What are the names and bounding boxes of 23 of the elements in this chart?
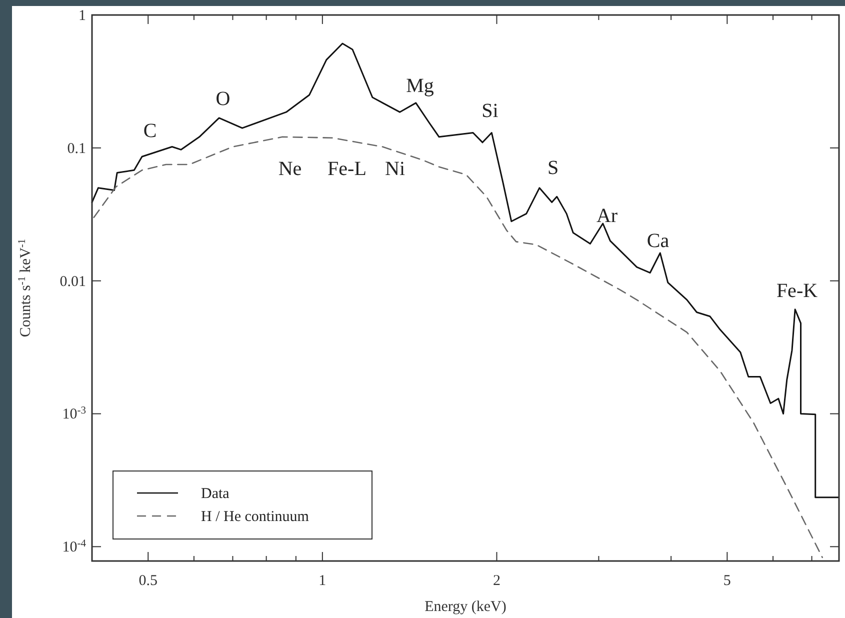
- legend-label: Data: [201, 486, 230, 502]
- x-axis-title: Energy (keV): [424, 599, 506, 615]
- annotation: Ar: [596, 205, 618, 227]
- y-tick-label: 10$^{-4}$: [62, 538, 87, 556]
- x-tick-label: 2: [492, 573, 500, 589]
- x-tick-label: 5: [723, 573, 731, 589]
- y-tick-label: 10$^{-3}$: [62, 405, 86, 423]
- x-tick-label: 1: [318, 573, 326, 589]
- annotation: S: [547, 157, 559, 179]
- annotation: Ne: [278, 158, 302, 180]
- annotation: Fe-L: [328, 158, 366, 180]
- annotation: Mg: [406, 75, 434, 97]
- annotation: Ni: [385, 158, 406, 180]
- x-tick-label: 0.5: [138, 573, 158, 589]
- y-tick-label: 0.1: [67, 140, 86, 157]
- annotation: O: [216, 88, 230, 110]
- y-tick-label: 1: [78, 8, 86, 24]
- annotation: Fe-K: [776, 280, 818, 302]
- annotation: Si: [482, 100, 499, 122]
- y-tick-label: 0.01: [60, 274, 86, 290]
- annotation: Ca: [646, 230, 670, 252]
- annotation: C: [143, 120, 157, 142]
- legend-label: H / He continuum: [201, 509, 310, 525]
